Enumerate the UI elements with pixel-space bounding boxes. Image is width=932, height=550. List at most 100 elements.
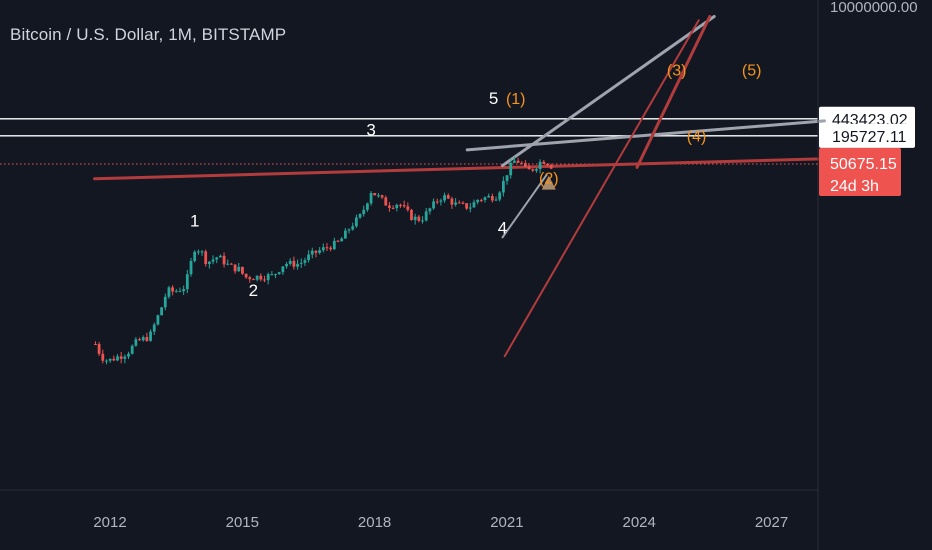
candle-body bbox=[472, 202, 476, 208]
candle-body bbox=[494, 199, 498, 201]
wave-label: (4) bbox=[687, 128, 707, 145]
candle-body bbox=[211, 259, 215, 262]
candle-body bbox=[413, 216, 417, 221]
candle-body bbox=[373, 193, 377, 196]
candle-body bbox=[233, 264, 237, 272]
candle-body bbox=[277, 272, 281, 275]
candle-body bbox=[498, 192, 502, 200]
candle-body bbox=[134, 339, 138, 346]
candle-body bbox=[465, 203, 469, 209]
wave-label: (5) bbox=[742, 63, 762, 80]
countdown-label: 24d 3h bbox=[830, 178, 879, 195]
wave-label: 3 bbox=[366, 120, 375, 139]
candle-body bbox=[399, 204, 402, 206]
candle-body bbox=[204, 251, 208, 264]
candle-body bbox=[141, 337, 145, 341]
candle-body bbox=[230, 263, 233, 265]
candle-body bbox=[340, 238, 344, 242]
candle-body bbox=[454, 202, 457, 205]
candle-body bbox=[365, 203, 369, 210]
candle-body bbox=[325, 247, 329, 249]
candle-body bbox=[226, 263, 230, 265]
candle-body bbox=[138, 339, 141, 341]
candle-body bbox=[391, 207, 395, 209]
candle-body bbox=[266, 274, 270, 281]
candle-body bbox=[351, 226, 355, 230]
trend-line-1[interactable] bbox=[93, 157, 826, 181]
candle-body bbox=[329, 247, 333, 250]
candle-body bbox=[310, 250, 314, 255]
wave-label: (3) bbox=[667, 63, 687, 80]
candle-body bbox=[461, 202, 465, 204]
y-top-tick-label: 10000000.00 bbox=[830, 0, 918, 16]
wave-label: (1) bbox=[506, 91, 526, 108]
candle-body bbox=[207, 261, 211, 264]
candle-body bbox=[476, 199, 480, 203]
candle-body bbox=[457, 202, 461, 204]
candle-body bbox=[252, 279, 255, 281]
candle-body bbox=[535, 169, 538, 171]
x-tick-label: 2024 bbox=[623, 514, 656, 531]
candle-body bbox=[421, 220, 424, 222]
trend-line-6[interactable] bbox=[635, 14, 712, 169]
candle-body bbox=[270, 274, 274, 276]
candle-body bbox=[285, 263, 288, 267]
candle-body bbox=[520, 162, 524, 164]
candle-body bbox=[200, 251, 204, 253]
trend-line-3[interactable] bbox=[500, 14, 716, 168]
candle-body bbox=[112, 358, 116, 361]
candle-body bbox=[487, 196, 491, 198]
candle-body bbox=[218, 255, 222, 258]
candle-body bbox=[127, 353, 130, 357]
candle-body bbox=[505, 175, 509, 181]
candle-body bbox=[274, 274, 277, 276]
candle-body bbox=[281, 266, 285, 273]
candle-body bbox=[446, 195, 450, 199]
candle-body bbox=[130, 345, 134, 354]
candle-body bbox=[388, 205, 391, 208]
candle-body bbox=[424, 211, 428, 221]
trend-line-4[interactable] bbox=[501, 173, 548, 239]
candle-body bbox=[259, 275, 263, 280]
candle-body bbox=[163, 296, 167, 308]
candle-body bbox=[332, 240, 336, 250]
candle-body bbox=[171, 287, 175, 292]
wave-label: 2 bbox=[249, 281, 258, 300]
candle-body bbox=[145, 337, 149, 341]
candle-body bbox=[395, 204, 399, 209]
candle-body bbox=[516, 160, 520, 163]
candle-body bbox=[490, 196, 494, 201]
candle-body bbox=[542, 161, 546, 164]
candle-body bbox=[152, 324, 156, 332]
candle-body bbox=[167, 287, 171, 297]
candle-body bbox=[299, 262, 303, 264]
candle-body bbox=[501, 180, 505, 193]
candle-body bbox=[417, 216, 421, 221]
candle-body bbox=[123, 356, 127, 359]
candle-body bbox=[303, 260, 307, 263]
candle-body bbox=[362, 209, 366, 215]
trend-line-2[interactable] bbox=[465, 119, 826, 152]
x-tick-label: 2027 bbox=[755, 514, 788, 531]
candle-body bbox=[174, 291, 178, 293]
candle-body bbox=[296, 263, 299, 267]
candle-body bbox=[531, 169, 535, 171]
x-tick-label: 2021 bbox=[490, 514, 523, 531]
candle-body bbox=[105, 360, 108, 362]
candle-body bbox=[119, 356, 123, 359]
candle-body bbox=[380, 195, 384, 198]
wave-label: 4 bbox=[498, 219, 507, 238]
candle-body bbox=[358, 214, 362, 218]
level-label-box bbox=[819, 123, 915, 148]
candle-body bbox=[483, 197, 487, 200]
trend-line-5[interactable] bbox=[503, 19, 700, 358]
candle-body bbox=[410, 209, 413, 221]
x-tick-label: 2012 bbox=[93, 514, 126, 531]
candle-body bbox=[193, 251, 197, 261]
candle-body bbox=[185, 274, 189, 290]
candle-body bbox=[314, 250, 318, 253]
